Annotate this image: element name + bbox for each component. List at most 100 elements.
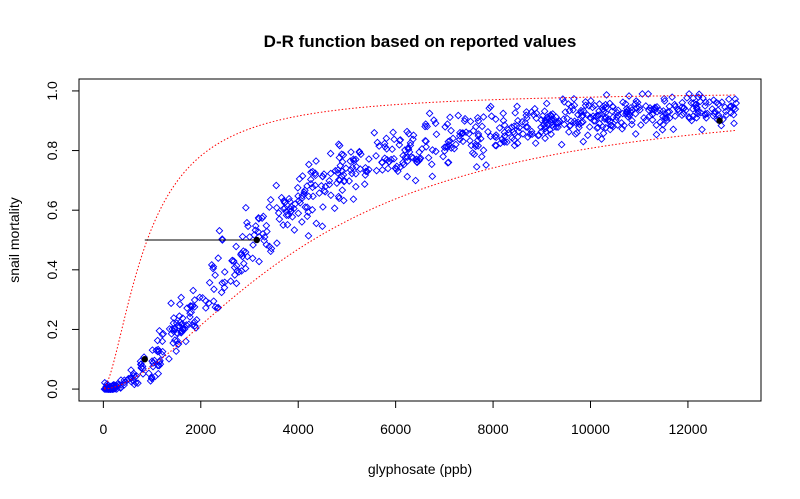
- data-point: [232, 279, 241, 288]
- data-point: [303, 182, 311, 190]
- data-point: [416, 154, 425, 163]
- data-point: [390, 135, 398, 144]
- confidence-bounds: [103, 94, 737, 390]
- data-point: [248, 254, 257, 263]
- data-point: [167, 329, 176, 338]
- data-point: [214, 254, 223, 262]
- data-point: [298, 194, 306, 203]
- data-point: [155, 358, 164, 366]
- data-point: [491, 141, 500, 150]
- data-point: [717, 121, 726, 130]
- y-tick-label: 0.4: [44, 260, 60, 280]
- data-point: [631, 109, 640, 118]
- data-point: [338, 186, 347, 195]
- data-point: [595, 107, 603, 115]
- data-point: [625, 92, 633, 100]
- data-point: [628, 116, 636, 125]
- data-point: [558, 95, 567, 103]
- data-point: [112, 385, 121, 393]
- x-axis-label: glyphosate (ppb): [368, 461, 472, 477]
- data-point: [725, 103, 734, 111]
- data-point: [148, 346, 157, 354]
- data-point: [710, 109, 719, 118]
- data-point: [339, 151, 348, 159]
- data-point: [712, 98, 721, 107]
- data-point: [266, 195, 275, 204]
- data-point: [513, 121, 521, 130]
- data-point: [485, 104, 494, 113]
- data-point: [659, 120, 667, 129]
- data-point: [670, 100, 679, 109]
- data-point: [365, 165, 373, 174]
- data-point: [473, 113, 482, 122]
- data-point: [303, 212, 312, 221]
- data-point: [291, 200, 299, 208]
- data-point: [308, 183, 317, 192]
- data-point: [570, 117, 579, 126]
- data-point: [547, 130, 555, 138]
- data-point: [307, 168, 315, 177]
- data-point: [333, 169, 342, 177]
- data-point: [521, 118, 529, 127]
- upper-bound-curve: [103, 94, 737, 389]
- data-point: [560, 120, 569, 129]
- data-point: [243, 218, 251, 227]
- data-point: [321, 182, 330, 191]
- data-point: [326, 169, 335, 178]
- data-point: [331, 166, 340, 175]
- data-point: [474, 130, 483, 138]
- data-point: [154, 369, 163, 378]
- data-point: [415, 156, 423, 165]
- data-point: [444, 158, 453, 167]
- data-point: [218, 236, 227, 244]
- data-point: [430, 116, 438, 124]
- data-point: [308, 167, 317, 176]
- data-point: [290, 226, 299, 234]
- data-point: [262, 221, 271, 230]
- data-point: [279, 197, 288, 205]
- data-point: [178, 314, 187, 322]
- data-point: [370, 128, 379, 137]
- data-point: [627, 103, 635, 112]
- data-point: [648, 110, 657, 119]
- data-point: [139, 370, 147, 378]
- data-point: [127, 374, 136, 383]
- data-point: [605, 99, 614, 108]
- data-point: [232, 261, 241, 270]
- data-point: [474, 142, 483, 150]
- data-point: [432, 147, 440, 156]
- data-point: [450, 144, 459, 153]
- data-point: [699, 94, 707, 102]
- data-point: [522, 123, 530, 131]
- data-point: [513, 139, 522, 148]
- data-point: [325, 176, 334, 185]
- data-point: [552, 123, 560, 131]
- data-point: [132, 371, 141, 380]
- data-point: [632, 103, 641, 112]
- data-point: [703, 109, 712, 118]
- data-point: [449, 134, 457, 143]
- data-point: [295, 175, 304, 183]
- data-point: [260, 233, 269, 241]
- data-point: [238, 252, 247, 261]
- data-point: [241, 264, 250, 273]
- y-tick-label: 0.2: [44, 320, 60, 340]
- data-point: [614, 106, 622, 115]
- data-point: [177, 293, 186, 302]
- data-point: [685, 113, 693, 121]
- data-point: [378, 158, 386, 166]
- data-point: [644, 90, 653, 98]
- data-point: [424, 153, 433, 162]
- data-point: [599, 129, 608, 138]
- data-point: [335, 153, 344, 162]
- data-point: [336, 161, 345, 170]
- data-point: [421, 122, 429, 131]
- data-point: [170, 325, 179, 334]
- y-tick-label: 1.0: [44, 81, 60, 101]
- data-point: [117, 376, 125, 384]
- data-point: [631, 130, 640, 138]
- data-point: [127, 366, 135, 374]
- data-point: [479, 113, 488, 121]
- data-point: [652, 130, 661, 139]
- data-point: [565, 128, 573, 136]
